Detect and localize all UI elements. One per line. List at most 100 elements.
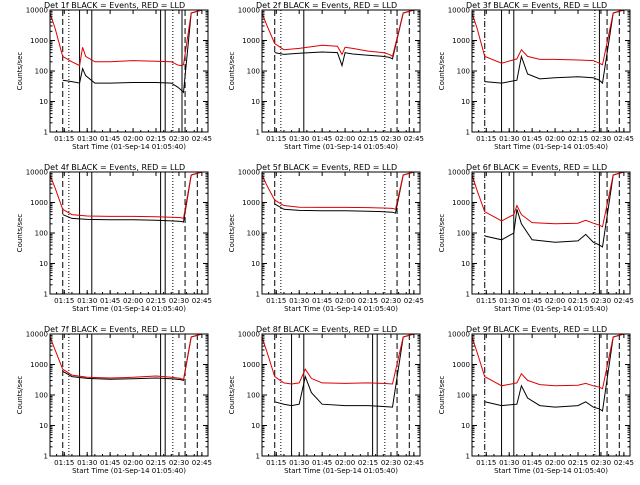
series-lld-line	[50, 172, 203, 220]
panel-title: Det 7f BLACK = Events, RED = LLD	[44, 325, 185, 334]
y-tick-label: 10000	[26, 169, 48, 177]
panel-title: Det 6f BLACK = Events, RED = LLD	[466, 163, 607, 172]
series-lld-line	[472, 10, 625, 66]
y-tick-label: 1	[44, 453, 48, 461]
series-lld-line	[262, 172, 415, 210]
x-tick-label: 02:45	[192, 135, 212, 143]
plot-frame	[471, 333, 631, 457]
y-axis-label: Counts/sec	[228, 214, 236, 253]
y-tick-label: 100	[457, 230, 470, 238]
y-tick-label: 10	[39, 98, 48, 106]
y-tick-label: 1000	[452, 361, 470, 369]
x-tick-label: 02:00	[545, 459, 565, 467]
x-axis-label: Start Time (01-Sep-14 01:05:40)	[494, 305, 608, 313]
x-tick-label: 02:15	[358, 459, 378, 467]
panel-title: Det 2f BLACK = Events, RED = LLD	[256, 1, 397, 10]
y-tick-label: 1	[44, 291, 48, 299]
x-tick-label: 01:15	[54, 135, 74, 143]
y-tick-label: 10000	[448, 7, 470, 15]
y-tick-label: 1	[466, 453, 470, 461]
series-events-line	[274, 10, 415, 68]
x-tick-label: 02:45	[192, 297, 212, 305]
y-tick-label: 10000	[448, 331, 470, 339]
x-tick-label: 02:30	[381, 459, 401, 467]
y-tick-label: 1000	[30, 37, 48, 45]
x-tick-label: 02:00	[335, 135, 355, 143]
x-tick-label: 02:15	[358, 135, 378, 143]
x-tick-label: 02:45	[614, 135, 634, 143]
x-tick-label: 01:15	[266, 297, 286, 305]
y-tick-label: 10	[251, 260, 260, 268]
y-axis-label: Counts/sec	[438, 52, 446, 91]
x-tick-label: 01:30	[499, 297, 519, 305]
x-tick-label: 01:45	[100, 459, 120, 467]
y-tick-label: 1	[256, 291, 260, 299]
y-tick-label: 10000	[26, 7, 48, 15]
x-tick-label: 01:15	[54, 297, 74, 305]
x-tick-label: 02:15	[146, 135, 166, 143]
series-lld-line	[50, 10, 203, 67]
series-lld-line	[262, 334, 415, 385]
y-tick-label: 1	[256, 129, 260, 137]
x-tick-label: 02:45	[404, 297, 424, 305]
y-tick-label: 10	[39, 422, 48, 430]
x-tick-label: 02:30	[169, 135, 189, 143]
series-lld-line	[50, 334, 203, 381]
x-tick-label: 02:00	[545, 135, 565, 143]
plot-frame	[261, 333, 421, 457]
y-tick-label: 100	[35, 392, 48, 400]
y-axis-label: Counts/sec	[228, 376, 236, 415]
series-lld-line	[472, 334, 625, 390]
x-tick-label: 02:45	[404, 135, 424, 143]
panel-title: Det 3f BLACK = Events, RED = LLD	[466, 1, 607, 10]
series-lld-line	[472, 172, 625, 228]
y-tick-label: 100	[247, 392, 260, 400]
x-tick-label: 02:15	[568, 459, 588, 467]
x-tick-label: 01:45	[100, 135, 120, 143]
x-tick-label: 02:30	[381, 297, 401, 305]
y-tick-label: 10	[251, 98, 260, 106]
x-axis-label: Start Time (01-Sep-14 01:05:40)	[494, 143, 608, 151]
x-tick-label: 02:15	[146, 297, 166, 305]
y-tick-label: 10000	[238, 7, 260, 15]
y-tick-label: 1000	[30, 361, 48, 369]
x-axis-label: Start Time (01-Sep-14 01:05:40)	[72, 467, 186, 475]
x-tick-label: 02:00	[335, 459, 355, 467]
x-axis-label: Start Time (01-Sep-14 01:05:40)	[72, 143, 186, 151]
y-tick-label: 1000	[452, 37, 470, 45]
y-axis-label: Counts/sec	[438, 214, 446, 253]
y-tick-label: 1	[466, 129, 470, 137]
x-tick-label: 02:30	[169, 297, 189, 305]
plot-frame	[471, 9, 631, 133]
x-tick-label: 01:45	[522, 135, 542, 143]
x-tick-label: 02:30	[169, 459, 189, 467]
x-tick-label: 02:15	[146, 459, 166, 467]
x-tick-label: 01:15	[476, 459, 496, 467]
plot-frame	[261, 9, 421, 133]
x-axis-label: Start Time (01-Sep-14 01:05:40)	[72, 305, 186, 313]
y-tick-label: 100	[35, 230, 48, 238]
panel-title: Det 9f BLACK = Events, RED = LLD	[466, 325, 607, 334]
series-events-line	[274, 172, 415, 214]
y-tick-label: 1000	[242, 199, 260, 207]
y-axis-label: Counts/sec	[438, 376, 446, 415]
y-tick-label: 100	[247, 68, 260, 76]
x-tick-label: 02:00	[545, 297, 565, 305]
x-tick-label: 02:15	[568, 297, 588, 305]
x-tick-label: 02:30	[591, 297, 611, 305]
x-tick-label: 02:45	[614, 459, 634, 467]
x-tick-label: 01:45	[522, 297, 542, 305]
x-tick-label: 02:15	[568, 135, 588, 143]
panel-title: Det 8f BLACK = Events, RED = LLD	[256, 325, 397, 334]
y-tick-label: 10	[39, 260, 48, 268]
panel-title: Det 4f BLACK = Events, RED = LLD	[44, 163, 185, 172]
plot-frame	[49, 171, 209, 295]
x-tick-label: 01:30	[289, 459, 309, 467]
x-tick-label: 02:45	[404, 459, 424, 467]
